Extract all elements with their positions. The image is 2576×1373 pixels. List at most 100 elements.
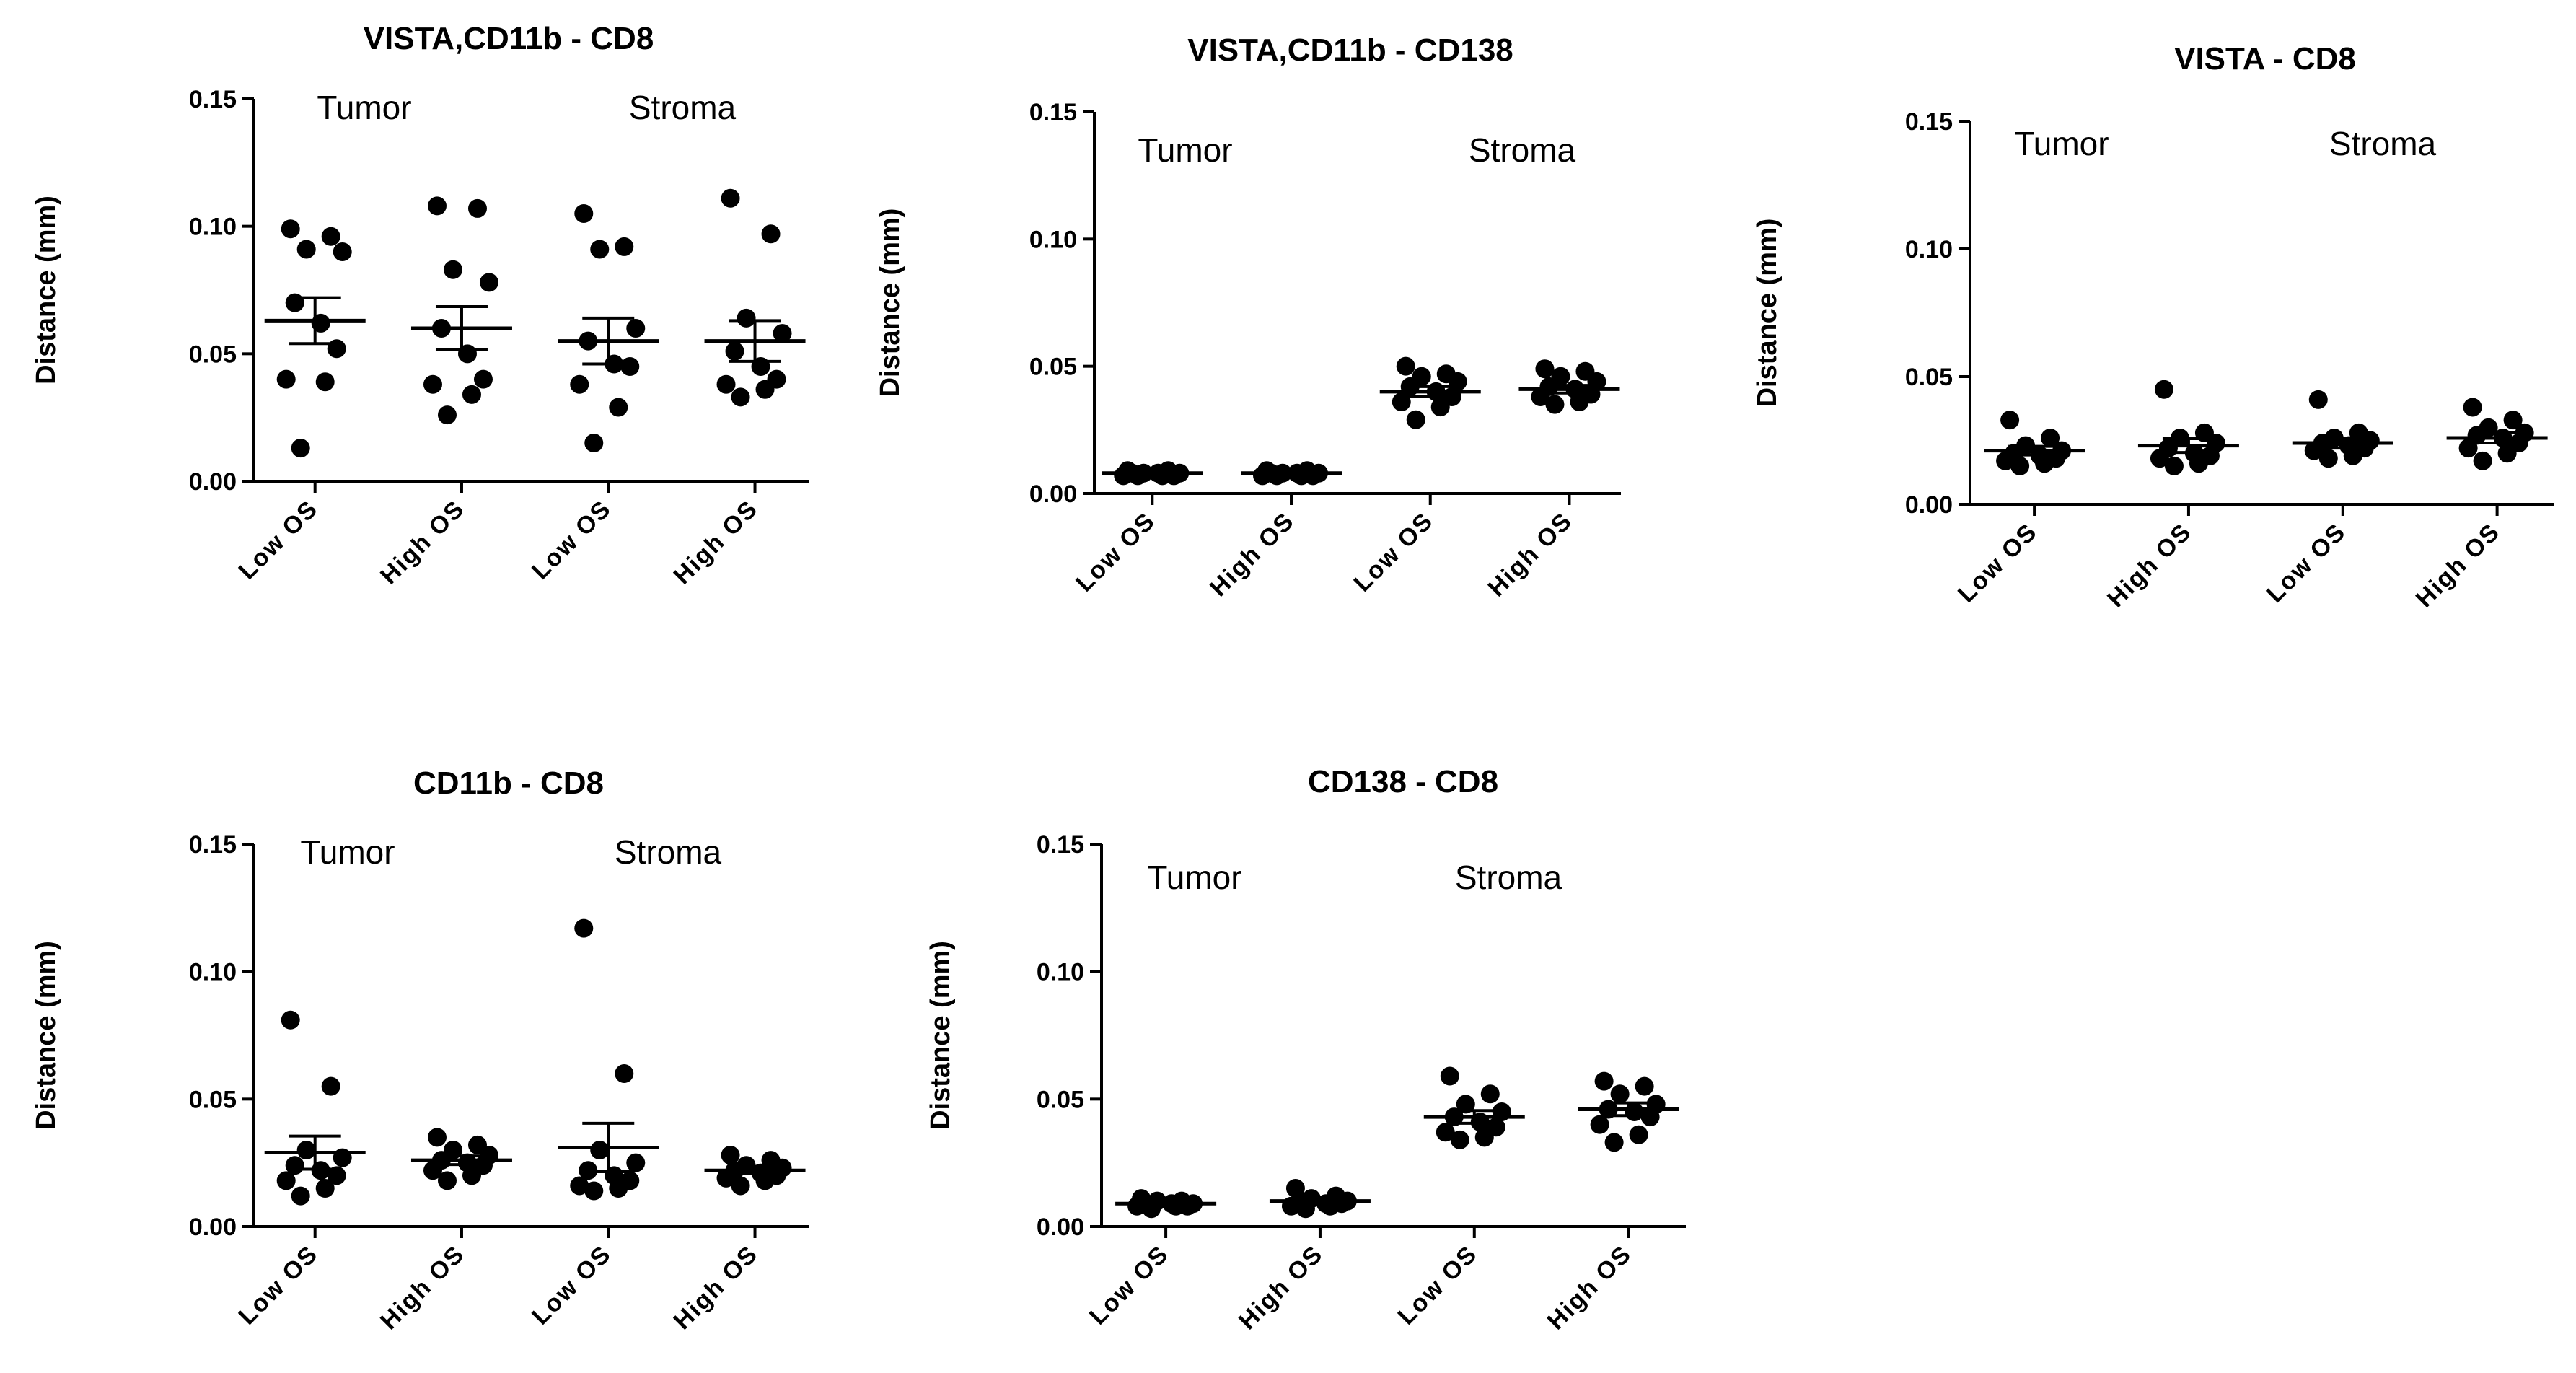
- data-point: [731, 1176, 750, 1196]
- data-point: [276, 369, 296, 389]
- data-point: [1267, 466, 1287, 486]
- data-point: [1292, 466, 1311, 486]
- data-point: [291, 1186, 310, 1206]
- data-point: [731, 387, 750, 407]
- data-point: [315, 1179, 335, 1198]
- series-3: [1379, 356, 1481, 429]
- chart-panel-2: VISTA,CD11b - CD138 Distance (mm) 0.00 0.05…: [875, 32, 1621, 602]
- data-point: [327, 1166, 346, 1185]
- x-tick-label: High OS: [1205, 507, 1300, 602]
- group-label-stroma: Stroma: [1455, 859, 1562, 896]
- group-label-stroma: Stroma: [629, 89, 737, 126]
- data-point: [2318, 449, 2338, 468]
- data-point: [276, 1171, 296, 1190]
- chart-title: CD11b - CD8: [413, 766, 604, 801]
- y-tick-label: 0.05: [1037, 1086, 1084, 1113]
- data-point: [1440, 1066, 1459, 1086]
- chart-panel-1: VISTA,CD11b - CD8 Distance (mm) 0.00 0.05 0.…: [31, 21, 809, 589]
- data-point: [2000, 411, 2020, 430]
- x-tick-label: Low OS: [527, 1240, 617, 1330]
- data-point: [296, 1141, 316, 1159]
- data-point: [321, 1076, 340, 1096]
- data-point: [443, 260, 462, 279]
- x-tick-label: High OS: [375, 495, 470, 590]
- data-point: [721, 1146, 740, 1165]
- x-tick-label: Low OS: [1349, 507, 1439, 597]
- data-point: [1450, 1130, 1469, 1149]
- data-point: [1480, 1084, 1500, 1104]
- y-axis-label: Distance (mm): [31, 196, 61, 385]
- data-point: [574, 204, 594, 223]
- y-tick-label: 0.10: [1905, 236, 1953, 263]
- group-label-tumor: Tumor: [1147, 859, 1241, 896]
- group-label-stroma: Stroma: [615, 833, 722, 871]
- data-point: [1610, 1084, 1630, 1104]
- data-point: [2154, 380, 2173, 399]
- data-point: [296, 240, 316, 259]
- series-2: [1269, 1179, 1371, 1219]
- y-tick-label: 0.00: [1029, 481, 1077, 508]
- data-point: [721, 188, 740, 208]
- data-point: [590, 240, 610, 259]
- chart-panel-5: CD138 - CD8 Distance (mm) 0.00 0.05 0.10 0.15…: [926, 764, 1686, 1335]
- x-tick-label: High OS: [1483, 507, 1578, 602]
- data-point: [2189, 454, 2208, 473]
- data-point: [1166, 1196, 1186, 1216]
- data-point: [2463, 398, 2482, 417]
- data-point: [2497, 444, 2517, 463]
- y-tick-label: 0.00: [189, 468, 237, 496]
- series-4: [1518, 359, 1620, 414]
- group-label-tumor: Tumor: [300, 833, 395, 871]
- y-tick-label: 0.00: [1037, 1214, 1084, 1241]
- x-tick-label: High OS: [1234, 1240, 1329, 1335]
- data-point: [321, 227, 340, 246]
- data-point: [2164, 456, 2184, 475]
- data-point: [615, 1064, 634, 1083]
- x-tick-label: Low OS: [234, 1240, 324, 1330]
- data-point: [479, 273, 498, 292]
- data-point: [584, 434, 604, 452]
- data-point: [2304, 441, 2324, 460]
- data-point: [1128, 466, 1148, 486]
- data-point: [1590, 1115, 1609, 1134]
- y-tick-label: 0.00: [1905, 491, 1953, 519]
- series-1: [1115, 1189, 1217, 1219]
- data-point: [1392, 392, 1411, 412]
- y-axis-label: Distance (mm): [926, 941, 956, 1130]
- chart-title: VISTA - CD8: [2174, 41, 2356, 76]
- chart-title: CD138 - CD8: [1308, 764, 1498, 799]
- data-point: [467, 198, 487, 218]
- series-4: [704, 188, 806, 407]
- data-point: [626, 319, 646, 338]
- data-point: [1604, 1133, 1624, 1152]
- data-point: [333, 242, 352, 261]
- x-tick-label: High OS: [669, 1240, 764, 1335]
- data-point: [315, 372, 335, 392]
- data-point: [1153, 466, 1172, 486]
- series-1: [264, 219, 366, 458]
- y-tick-label: 0.15: [1905, 108, 1953, 136]
- y-tick-label: 0.00: [189, 1214, 237, 1241]
- data-point: [2473, 451, 2492, 470]
- data-point: [427, 196, 447, 216]
- data-point: [2041, 428, 2060, 447]
- x-tick-label: Low OS: [1084, 1240, 1174, 1330]
- x-tick-label: High OS: [2102, 518, 2197, 613]
- data-point: [285, 293, 304, 312]
- data-point: [615, 237, 634, 256]
- chart-panel-4: CD11b - CD8 Distance (mm) 0.00 0.05 0.10 0.15…: [31, 766, 809, 1335]
- series-3: [1423, 1066, 1525, 1149]
- y-tick-label: 0.15: [1037, 831, 1084, 859]
- data-point: [291, 439, 310, 458]
- data-point: [1545, 395, 1565, 414]
- series-2: [410, 196, 512, 425]
- y-tick-label: 0.05: [1029, 354, 1077, 381]
- data-point: [327, 339, 346, 359]
- group-label-tumor: Tumor: [1138, 131, 1232, 169]
- data-point: [761, 224, 781, 244]
- data-point: [1474, 1128, 1494, 1147]
- data-point: [626, 1153, 646, 1172]
- y-axis-label: Distance (mm): [31, 941, 61, 1130]
- data-point: [570, 1176, 589, 1196]
